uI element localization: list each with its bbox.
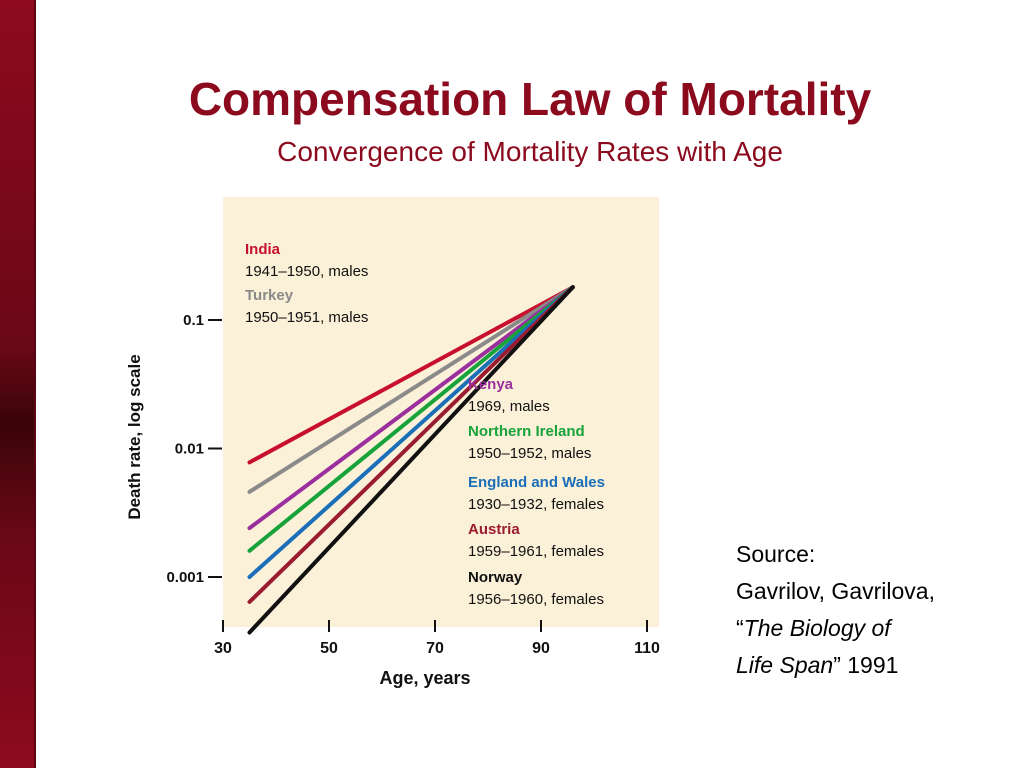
slide-title: Compensation Law of Mortality [188,73,872,125]
legend-name-0: India [245,241,281,258]
series-line-6 [247,285,575,635]
x-tick-label-4: 110 [634,640,660,657]
y-tick-label-1: 0.01 [175,441,204,458]
source-year: 1991 [847,652,899,678]
series-line-2 [247,285,575,531]
series-line-1 [247,285,575,494]
series-lines [247,285,575,635]
series-line-4 [247,285,575,579]
source-book-line1: “The Biology of [736,610,935,647]
slide-subtitle: Convergence of Mortality Rates with Age [277,136,783,167]
legend-period-2: 1969, males [468,398,550,415]
legend-name-4: England and Wales [468,474,605,491]
x-tick-label-0: 30 [214,640,232,657]
x-tick-label-2: 70 [426,640,444,657]
book-title-part1: The Biology of [743,615,891,641]
source-authors: Gavrilov, Gavrilova, [736,578,935,604]
legend-period-4: 1930–1932, females [468,496,604,513]
x-tick-label-1: 50 [320,640,338,657]
legend-period-6: 1956–1960, females [468,591,604,608]
y-axis-label: Death rate, log scale [125,354,144,519]
legend-name-5: Austria [468,521,520,538]
mortality-chart: India 1941–1950, males Turkey 1950–1951, ma… [125,197,660,688]
book-title-part2: Life Span [736,652,834,678]
series-line-5 [247,285,575,604]
legend-period-0: 1941–1950, males [245,263,368,280]
legend-period-3: 1950–1952, males [468,445,591,462]
legend: India 1941–1950, males Turkey 1950–1951, ma… [245,241,605,608]
series-line-0 [247,285,575,465]
legend-period-1: 1950–1951, males [245,309,368,326]
source-label: Source: [736,541,816,567]
side-accent-line [34,0,36,768]
y-tick-label-2: 0.001 [166,569,204,586]
series-line-3 [247,285,575,553]
x-tick-label-3: 90 [532,640,550,657]
y-tick-label-0: 0.1 [183,312,204,329]
x-axis: 30 50 70 90 110 [214,620,660,657]
y-axis: 0.1 0.01 0.001 [166,312,222,586]
legend-name-3: Northern Ireland [468,423,585,440]
legend-name-2: Kenya [468,376,514,393]
source-citation: Source: Gavrilov, Gavrilova, “The Biolog… [736,536,935,684]
legend-name-6: Norway [468,569,523,586]
source-book-line2: Life Span” 1991 [736,647,935,684]
legend-period-5: 1959–1961, females [468,543,604,560]
close-quote: ” [833,652,841,678]
side-accent-bar [0,0,34,768]
x-axis-label: Age, years [379,668,470,688]
legend-name-1: Turkey [245,287,294,304]
open-quote: “ [736,615,744,641]
